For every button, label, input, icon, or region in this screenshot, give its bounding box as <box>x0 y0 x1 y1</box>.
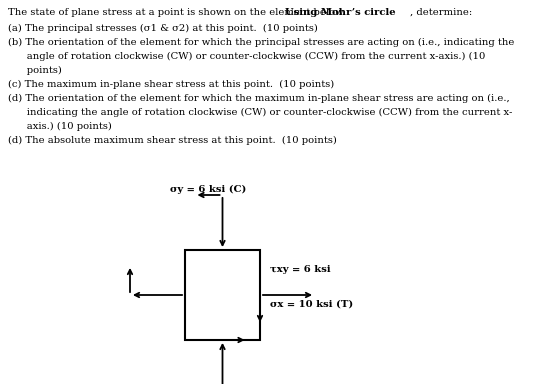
Text: (d) The orientation of the element for which the maximum in-plane shear stress a: (d) The orientation of the element for w… <box>8 94 510 103</box>
Text: σx = 10 ksi (T): σx = 10 ksi (T) <box>270 300 353 309</box>
Text: σy = 6 ksi (C): σy = 6 ksi (C) <box>170 185 246 194</box>
Text: axis.) (10 points): axis.) (10 points) <box>8 122 112 131</box>
Text: (d) The absolute maximum shear stress at this point.  (10 points): (d) The absolute maximum shear stress at… <box>8 136 337 145</box>
Text: angle of rotation clockwise (CW) or counter-clockwise (CCW) from the current x-a: angle of rotation clockwise (CW) or coun… <box>8 52 485 61</box>
Text: Using Mohr’s circle: Using Mohr’s circle <box>285 8 396 17</box>
Text: , determine:: , determine: <box>410 8 472 17</box>
FancyBboxPatch shape <box>185 250 260 340</box>
Text: (b) The orientation of the element for which the principal stresses are acting o: (b) The orientation of the element for w… <box>8 38 515 47</box>
Text: (c) The maximum in-plane shear stress at this point.  (10 points): (c) The maximum in-plane shear stress at… <box>8 80 334 89</box>
Text: (a) The principal stresses (σ1 & σ2) at this point.  (10 points): (a) The principal stresses (σ1 & σ2) at … <box>8 24 318 33</box>
Text: The state of plane stress at a point is shown on the element below.: The state of plane stress at a point is … <box>8 8 352 17</box>
Text: τxy = 6 ksi: τxy = 6 ksi <box>270 265 330 274</box>
Text: points): points) <box>8 66 62 75</box>
Text: indicating the angle of rotation clockwise (CW) or counter-clockwise (CCW) from : indicating the angle of rotation clockwi… <box>8 108 512 117</box>
